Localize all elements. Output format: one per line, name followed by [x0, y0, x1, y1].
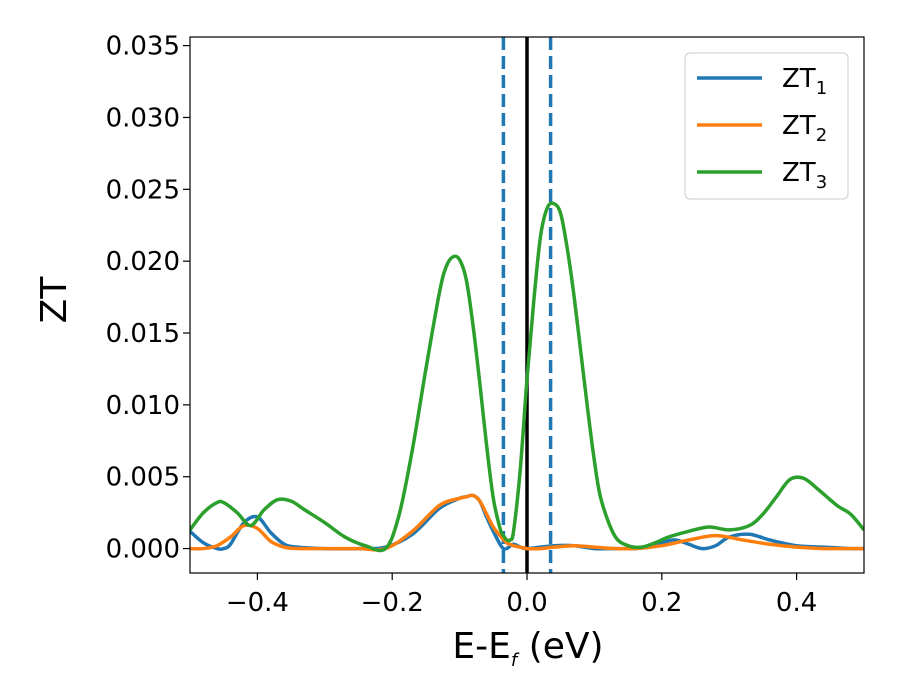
x-axis-label: E-Ef (eV)	[452, 626, 603, 671]
series-line-zt3	[190, 201, 864, 553]
legend-label-zt3: ZT3	[782, 158, 827, 193]
y-axis-label: ZT	[34, 276, 75, 324]
series-line-zt2	[190, 493, 864, 552]
x-tick-label: 0.2	[641, 588, 682, 618]
x-tick-label: 0.4	[776, 588, 817, 618]
y-tick-label: 0.005	[106, 463, 180, 493]
x-tick-label: −0.2	[361, 588, 424, 618]
x-tick-label: −0.4	[226, 588, 289, 618]
legend: ZT1 ZT2 ZT3	[684, 52, 849, 200]
x-axis-label-unit: (eV)	[517, 626, 603, 667]
x-axis: −0.4 −0.2 0.0 0.2 0.4	[226, 573, 817, 618]
y-tick-label: 0.020	[106, 247, 180, 277]
x-tick-label: 0.0	[506, 588, 547, 618]
y-tick-label: 0.000	[106, 535, 180, 565]
x-axis-label-sub: f	[511, 650, 520, 671]
y-tick-label: 0.010	[106, 391, 180, 421]
series-line-zt1	[190, 493, 864, 551]
legend-label-zt1: ZT1	[782, 64, 827, 99]
plot-frame	[189, 36, 865, 574]
y-tick-label: 0.025	[106, 175, 180, 205]
y-tick-label: 0.030	[106, 103, 180, 133]
y-tick-label: 0.035	[106, 32, 180, 62]
y-tick-label: 0.015	[106, 319, 180, 349]
y-axis: 0.000 0.005 0.010 0.015 0.020 0.025 0.030 0.035	[106, 32, 190, 565]
legend-box	[684, 52, 849, 200]
x-axis-label-main: E-E	[452, 626, 510, 667]
legend-label-zt2: ZT2	[782, 111, 827, 146]
plot-area	[190, 37, 864, 573]
